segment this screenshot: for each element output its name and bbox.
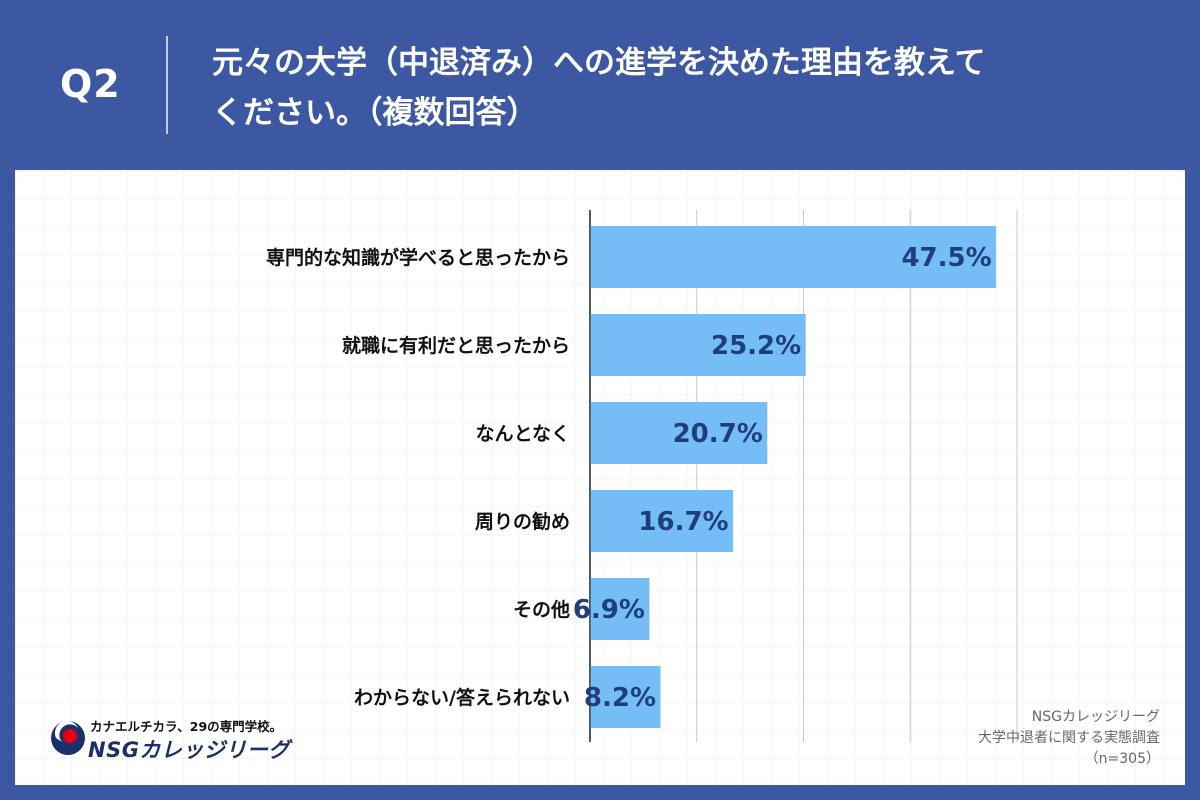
header: Q2 元々の大学（中退済み）への進学を決めた理由を教えて ください。（複数回答） (0, 0, 1200, 170)
value-label: 16.7% (638, 507, 728, 537)
bar (590, 314, 806, 376)
category-label: わからない/答えられない (354, 686, 570, 709)
logo-tagline: カナエルチカラ、29の専門学校。 (90, 719, 283, 734)
bar (590, 666, 661, 728)
category-label: なんとなく (476, 423, 570, 445)
bar (590, 402, 768, 464)
question-text: 元々の大学（中退済み）への進学を決めた理由を教えて ください。（複数回答） (212, 38, 1112, 138)
bar (590, 490, 734, 552)
question-line-2: ください。（複数回答） (212, 95, 538, 131)
category-label: 周りの勧め (475, 510, 570, 533)
question-line-1: 元々の大学（中退済み）への進学を決めた理由を教えて (212, 45, 986, 81)
category-label: その他 (513, 598, 570, 621)
question-number: Q2 (60, 62, 121, 106)
header-divider (166, 36, 168, 134)
value-label: 8.2% (584, 683, 656, 713)
source-line-1: NSGカレッジリーグ (1031, 709, 1160, 725)
value-label: 6.9% (573, 595, 645, 625)
source-line-2: 大学中退者に関する実態調査 (978, 730, 1160, 746)
value-label: 47.5% (901, 243, 991, 273)
value-label: 20.7% (673, 419, 763, 449)
bar (590, 578, 650, 640)
source-line-3: （n=305） (1084, 751, 1160, 767)
value-label: 25.2% (711, 331, 801, 361)
category-label: 就職に有利だと思ったから (342, 334, 570, 357)
logo-name: NSGカレッジリーグ (88, 738, 290, 762)
bar (590, 226, 997, 288)
category-label: 専門的な知識が学べると思ったから (266, 246, 570, 269)
source-note: NSGカレッジリーグ 大学中退者に関する実態調査 （n=305） (978, 707, 1160, 770)
